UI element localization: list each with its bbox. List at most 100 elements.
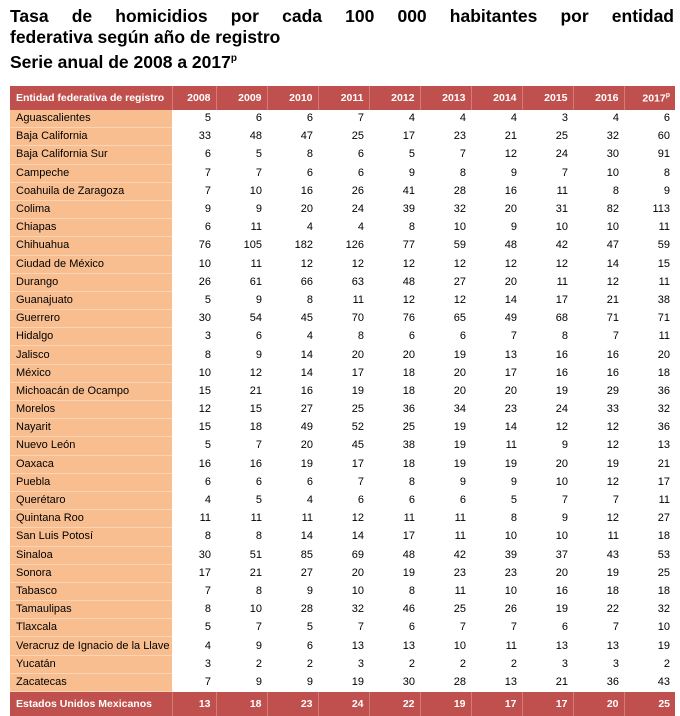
document-title: Tasa de homicidios por cada 100 000 habi… <box>10 6 674 73</box>
entity-name: Colima <box>10 200 172 218</box>
rate-cell: 20 <box>420 382 471 400</box>
rate-cell: 11 <box>420 582 471 600</box>
rate-cell: 39 <box>369 200 420 218</box>
rate-cell: 5 <box>216 146 267 164</box>
rate-cell: 14 <box>573 255 624 273</box>
rate-cell: 25 <box>318 401 369 419</box>
rate-cell: 25 <box>522 128 573 146</box>
rate-cell: 28 <box>420 182 471 200</box>
rate-cell: 59 <box>624 237 675 255</box>
rate-cell: 7 <box>318 110 369 128</box>
rate-cell: 8 <box>624 164 675 182</box>
rate-cell: 14 <box>318 528 369 546</box>
rate-cell: 42 <box>522 237 573 255</box>
rate-cell: 9 <box>216 346 267 364</box>
rate-cell: 48 <box>369 546 420 564</box>
rate-cell: 2 <box>471 655 522 673</box>
year-label: 2009 <box>238 92 261 104</box>
entity-name: Aguascalientes <box>10 110 172 128</box>
entity-name: Ciudad de México <box>10 255 172 273</box>
rate-cell: 8 <box>369 219 420 237</box>
total-rate-cell: 24 <box>318 692 369 716</box>
rate-cell: 10 <box>522 219 573 237</box>
rate-cell: 59 <box>420 237 471 255</box>
rate-cell: 20 <box>318 346 369 364</box>
total-rate-cell: 18 <box>216 692 267 716</box>
rate-cell: 11 <box>216 219 267 237</box>
rate-cell: 14 <box>471 291 522 309</box>
rate-cell: 2 <box>369 655 420 673</box>
title-line-2: federativa según año de registro <box>10 27 280 47</box>
rate-cell: 10 <box>522 473 573 491</box>
rate-cell: 17 <box>369 528 420 546</box>
rate-cell: 8 <box>172 528 216 546</box>
rate-cell: 12 <box>267 255 318 273</box>
rate-cell: 18 <box>369 455 420 473</box>
rate-cell: 6 <box>318 164 369 182</box>
rate-cell: 46 <box>369 601 420 619</box>
entity-name: Zacatecas <box>10 673 172 691</box>
rate-cell: 18 <box>369 364 420 382</box>
rate-cell: 6 <box>216 473 267 491</box>
rate-cell: 91 <box>624 146 675 164</box>
rate-cell: 19 <box>420 455 471 473</box>
rate-cell: 9 <box>471 219 522 237</box>
rate-cell: 6 <box>318 146 369 164</box>
rate-cell: 17 <box>522 291 573 309</box>
rate-cell: 8 <box>172 601 216 619</box>
year-label: 2012 <box>391 92 414 104</box>
rate-cell: 16 <box>216 455 267 473</box>
rate-cell: 12 <box>172 401 216 419</box>
rate-cell: 23 <box>420 564 471 582</box>
rate-cell: 12 <box>318 510 369 528</box>
rate-cell: 21 <box>471 128 522 146</box>
rate-cell: 19 <box>420 346 471 364</box>
rate-cell: 9 <box>522 437 573 455</box>
rate-cell: 11 <box>216 510 267 528</box>
rate-cell: 8 <box>573 182 624 200</box>
entity-name: Baja California Sur <box>10 146 172 164</box>
rate-cell: 11 <box>522 273 573 291</box>
entity-name: Chihuahua <box>10 237 172 255</box>
rate-cell: 11 <box>318 291 369 309</box>
rate-cell: 61 <box>216 273 267 291</box>
rate-cell: 3 <box>318 655 369 673</box>
rate-cell: 36 <box>624 382 675 400</box>
rate-cell: 4 <box>369 110 420 128</box>
rate-cell: 5 <box>172 110 216 128</box>
rate-cell: 2 <box>267 655 318 673</box>
title-line-3: Serie anual de 2008 a 2017p <box>10 52 237 72</box>
rate-cell: 19 <box>318 673 369 691</box>
rate-cell: 19 <box>471 455 522 473</box>
rate-cell: 43 <box>573 546 624 564</box>
total-rate-cell: 22 <box>369 692 420 716</box>
rate-cell: 28 <box>420 673 471 691</box>
rate-cell: 17 <box>172 564 216 582</box>
rate-cell: 6 <box>267 110 318 128</box>
rate-cell: 48 <box>369 273 420 291</box>
rate-cell: 30 <box>172 310 216 328</box>
rate-cell: 14 <box>267 364 318 382</box>
rate-cell: 17 <box>318 364 369 382</box>
rate-cell: 22 <box>573 601 624 619</box>
year-header-2014: 2014 <box>471 86 522 110</box>
rate-cell: 43 <box>624 673 675 691</box>
rate-cell: 6 <box>216 328 267 346</box>
entity-name: Sonora <box>10 564 172 582</box>
rate-cell: 7 <box>172 182 216 200</box>
rate-cell: 28 <box>267 601 318 619</box>
total-rate-cell: 23 <box>267 692 318 716</box>
rate-cell: 48 <box>471 237 522 255</box>
rate-cell: 16 <box>471 182 522 200</box>
rate-cell: 15 <box>624 255 675 273</box>
rate-cell: 52 <box>318 419 369 437</box>
rate-cell: 3 <box>522 110 573 128</box>
